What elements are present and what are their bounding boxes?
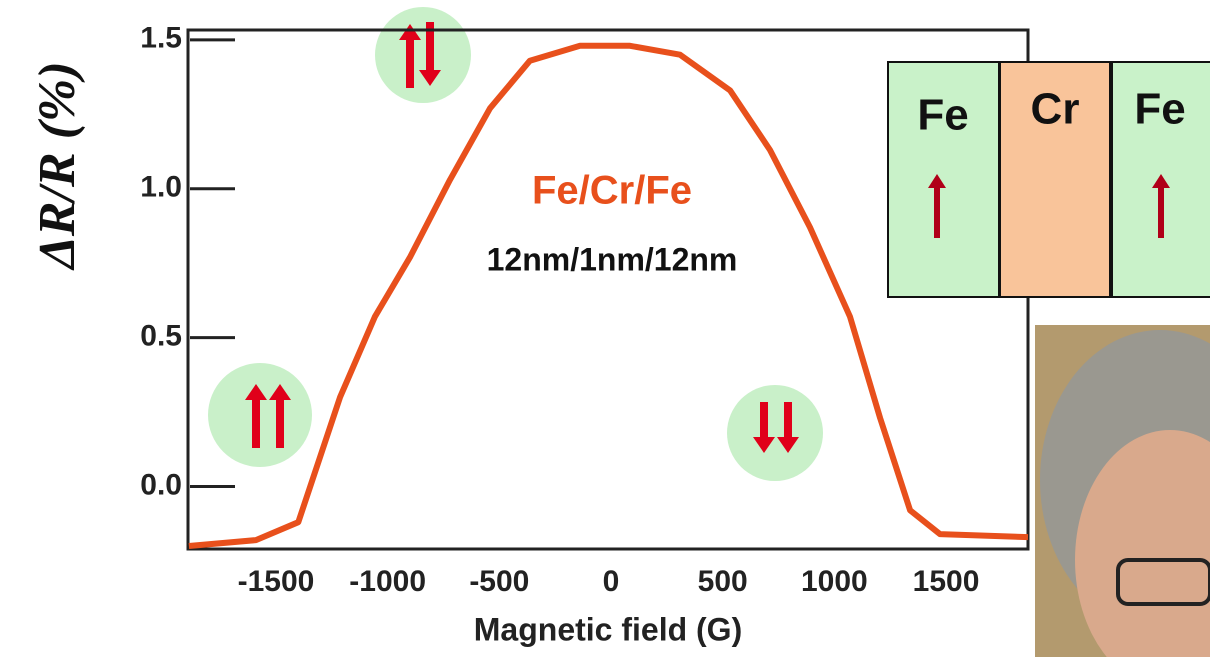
x-tick-label: -1000 bbox=[349, 565, 426, 598]
arrows bbox=[245, 22, 799, 453]
y-tick-label: 0.0 bbox=[140, 468, 182, 501]
layer-label: Cr bbox=[1031, 85, 1080, 134]
x-tick-label: 0 bbox=[603, 565, 620, 598]
x-tick-label: 1000 bbox=[801, 565, 868, 598]
x-tick-label: 500 bbox=[698, 565, 748, 598]
layer-label: Fe bbox=[1134, 85, 1185, 134]
y-tick-label: 1.5 bbox=[140, 22, 182, 55]
annotation: Fe/Cr/Fe bbox=[532, 169, 692, 213]
x-tick-label: 1500 bbox=[913, 565, 980, 598]
y-axis-label: ΔR/R (%) bbox=[29, 61, 86, 270]
y-tick-label: 1.0 bbox=[140, 171, 182, 204]
photo bbox=[1035, 325, 1210, 657]
x-tick-label: -500 bbox=[469, 565, 529, 598]
x-axis-label: Magnetic field (G) bbox=[474, 611, 742, 647]
annotation: 12nm/1nm/12nm bbox=[487, 241, 738, 277]
layer-diagram: Fe Cr Fe bbox=[888, 62, 1210, 297]
x-tick-label: -1500 bbox=[238, 565, 315, 598]
y-tick-label: 0.5 bbox=[140, 320, 182, 353]
icon-parallel-down bbox=[727, 385, 823, 481]
icon-antiparallel bbox=[375, 7, 471, 103]
layer-label: Fe bbox=[917, 91, 968, 140]
chart: 0.0 0.5 1.0 1.5 -1500 -1000 -500 0 500 1000 1500 F… bbox=[0, 0, 1210, 657]
